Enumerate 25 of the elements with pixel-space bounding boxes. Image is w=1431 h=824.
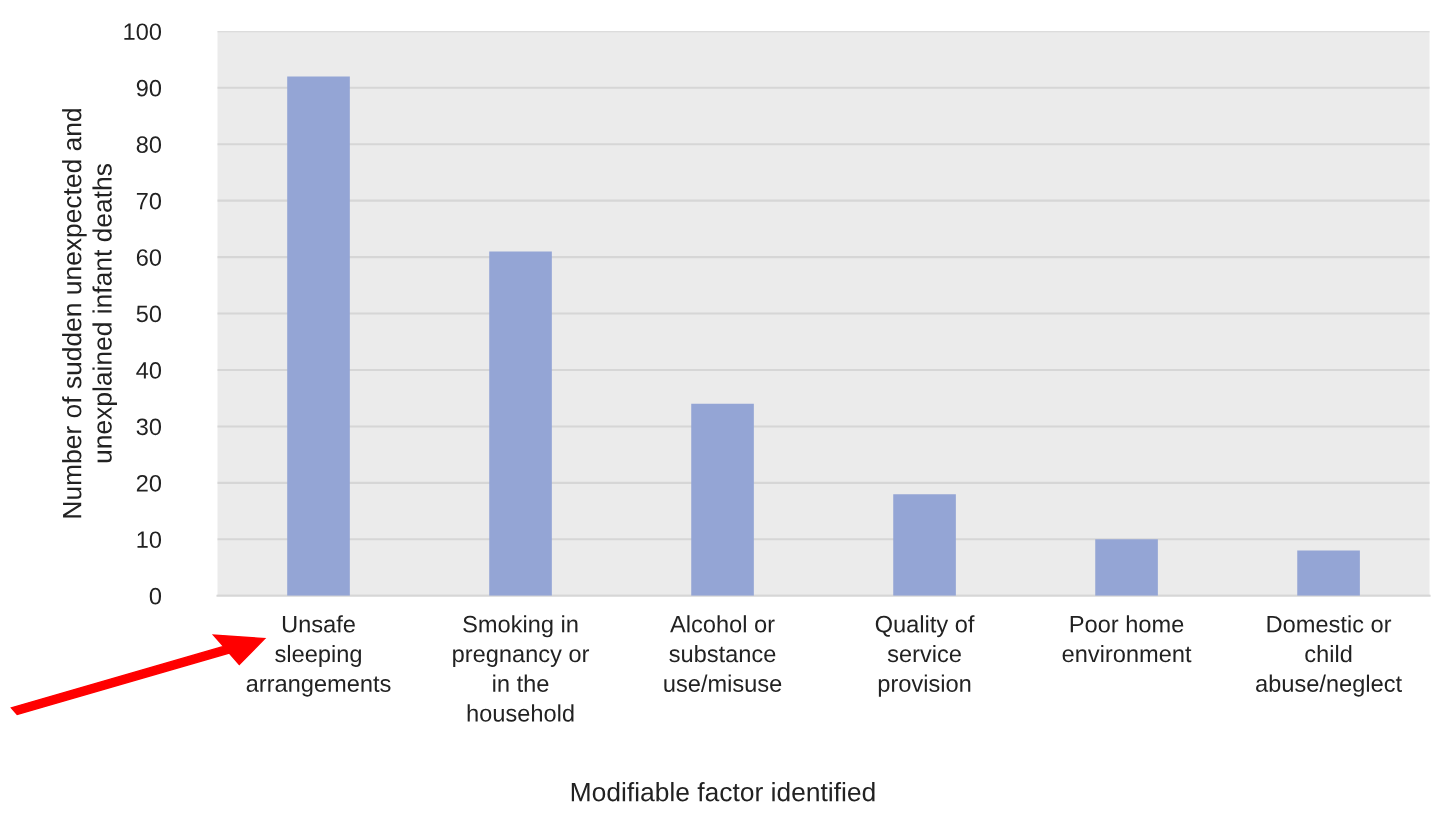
x-tick-label: Alcohol or substance use/misuse xyxy=(664,615,782,692)
y-tick-label: 90 xyxy=(136,79,162,97)
bar xyxy=(287,76,350,596)
x-tick-label: Smoking in pregnancy or in the household xyxy=(453,615,590,722)
x-tick-label: Unsafe sleeping arrangements xyxy=(246,615,391,697)
y-tick-label: 40 xyxy=(136,362,162,379)
y-tick-label: 100 xyxy=(124,23,162,41)
y-tick-label: 30 xyxy=(136,418,162,436)
y-tick-label: 0 xyxy=(149,587,162,605)
y-tick-label: 80 xyxy=(136,136,162,153)
y-axis-title: Number of sudden unexpected and unexplained infant deaths xyxy=(62,109,118,518)
y-tick-label: 70 xyxy=(136,192,162,210)
y-tick-label: 50 xyxy=(136,305,162,323)
x-tick-label: Domestic or child abuse/neglect xyxy=(1256,615,1402,697)
x-axis-title: Modifiable factor identified xyxy=(571,782,875,802)
x-tick-label: Poor home environment xyxy=(1062,615,1192,663)
bar xyxy=(489,251,552,596)
bar xyxy=(691,403,754,596)
bar xyxy=(893,494,956,596)
bar xyxy=(1297,550,1360,596)
y-tick-label: 60 xyxy=(136,249,162,266)
y-tick-label: 20 xyxy=(136,474,162,492)
bar xyxy=(1095,539,1158,596)
y-tick-label: 10 xyxy=(137,531,162,549)
x-tick-label: Quality of service provision xyxy=(875,615,975,697)
